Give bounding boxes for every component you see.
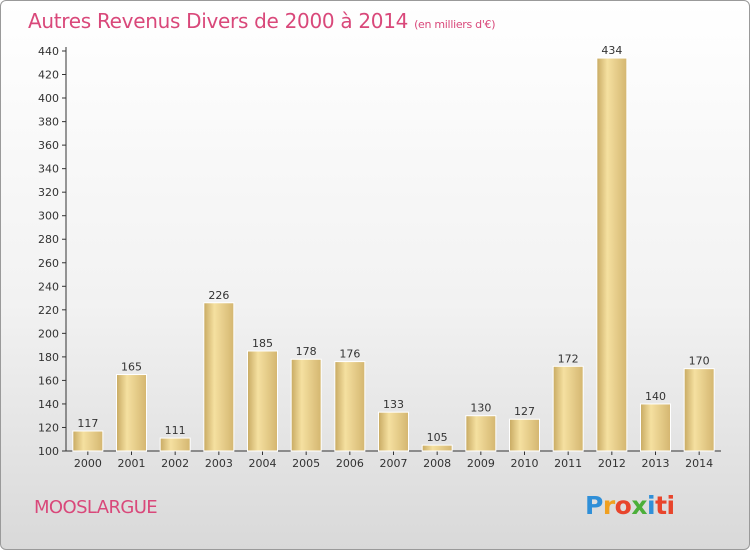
y-axis: 100 120 140 160 180 200 220 240 260 280 300 320 340 3…	[38, 45, 67, 458]
bar	[640, 403, 671, 452]
bar	[421, 444, 453, 452]
y-tick-label: 160	[38, 374, 59, 387]
x-tick-label: 2002	[161, 457, 189, 470]
data-label: 130	[470, 402, 491, 415]
y-tick-label: 400	[38, 92, 59, 105]
x-tick-label: 2005	[292, 457, 320, 470]
place-name: MOOSLARGUE	[34, 497, 158, 518]
data-label: 185	[252, 337, 273, 350]
bar	[552, 365, 584, 452]
x-tick-label: 2000	[74, 457, 102, 470]
data-label: 111	[165, 424, 186, 437]
bar	[247, 350, 278, 452]
title-text: Autres Revenus Divers de 2000 à 2014	[28, 9, 409, 33]
data-labels-group: 117 165 111 226 185 178 176 133 105 130 127 172 434 1…	[77, 44, 709, 444]
y-tick-label: 240	[38, 280, 59, 293]
data-label: 133	[383, 398, 404, 411]
bar	[465, 415, 497, 452]
bar	[159, 437, 191, 452]
data-label: 105	[427, 431, 448, 444]
x-tick-label: 2012	[598, 457, 626, 470]
chart-title: Autres Revenus Divers de 2000 à 2014 (en …	[28, 9, 496, 33]
logo-letter: i	[647, 491, 656, 520]
bar	[72, 430, 104, 452]
y-tick-label: 200	[38, 327, 59, 340]
bar	[334, 361, 366, 452]
data-label: 117	[77, 417, 98, 430]
x-tick-label: 2011	[554, 457, 582, 470]
y-tick-label: 220	[38, 304, 59, 317]
logo-letter: ti	[655, 491, 675, 520]
logo-letter: r	[602, 491, 615, 520]
y-tick-label: 360	[38, 139, 59, 152]
x-axis: 2000 2001 2002 2003 2004 2005 2006 2007 2008 2009…	[66, 450, 721, 470]
data-label: 127	[514, 405, 535, 418]
bar	[116, 374, 147, 452]
x-tick-label: 2003	[205, 457, 233, 470]
bar	[683, 368, 715, 452]
x-tick-label: 2007	[380, 457, 408, 470]
y-tick-label: 180	[38, 351, 59, 364]
logo-letter: x	[631, 491, 647, 520]
bar	[378, 411, 409, 452]
y-tick-label: 280	[38, 233, 59, 246]
bar	[290, 358, 322, 452]
data-label: 172	[558, 352, 579, 365]
x-tick-label: 2008	[423, 457, 451, 470]
data-label: 165	[121, 361, 142, 374]
bars-group	[72, 57, 715, 452]
proxiti-logo: Proxiti	[585, 491, 675, 520]
y-tick-label: 340	[38, 163, 59, 176]
x-tick-label: 2013	[642, 457, 670, 470]
x-tick-label: 2014	[685, 457, 713, 470]
y-tick-label: 300	[38, 210, 59, 223]
x-tick-label: 2010	[511, 457, 539, 470]
data-label: 226	[208, 289, 229, 302]
x-tick-label: 2006	[336, 457, 364, 470]
y-tick-label: 260	[38, 257, 59, 270]
bar	[596, 57, 628, 452]
y-tick-label: 420	[38, 69, 59, 82]
y-tick-label: 320	[38, 186, 59, 199]
x-tick-label: 2004	[249, 457, 277, 470]
y-tick-label: 380	[38, 116, 59, 129]
y-tick-label: 440	[38, 45, 59, 58]
data-label: 434	[601, 44, 622, 57]
data-label: 176	[339, 348, 360, 361]
bar	[509, 418, 540, 452]
y-tick-label: 140	[38, 398, 59, 411]
bar	[203, 302, 235, 452]
y-tick-label: 120	[38, 421, 59, 434]
x-tick-label: 2001	[118, 457, 146, 470]
logo-letter: o	[614, 491, 632, 520]
logo-letter: P	[585, 491, 603, 520]
data-label: 140	[645, 390, 666, 403]
y-tick-label: 100	[38, 445, 59, 458]
x-tick-label: 2009	[467, 457, 495, 470]
unit-text: (en milliers d'€)	[414, 18, 496, 31]
data-label: 170	[689, 355, 710, 368]
data-label: 178	[296, 345, 317, 358]
